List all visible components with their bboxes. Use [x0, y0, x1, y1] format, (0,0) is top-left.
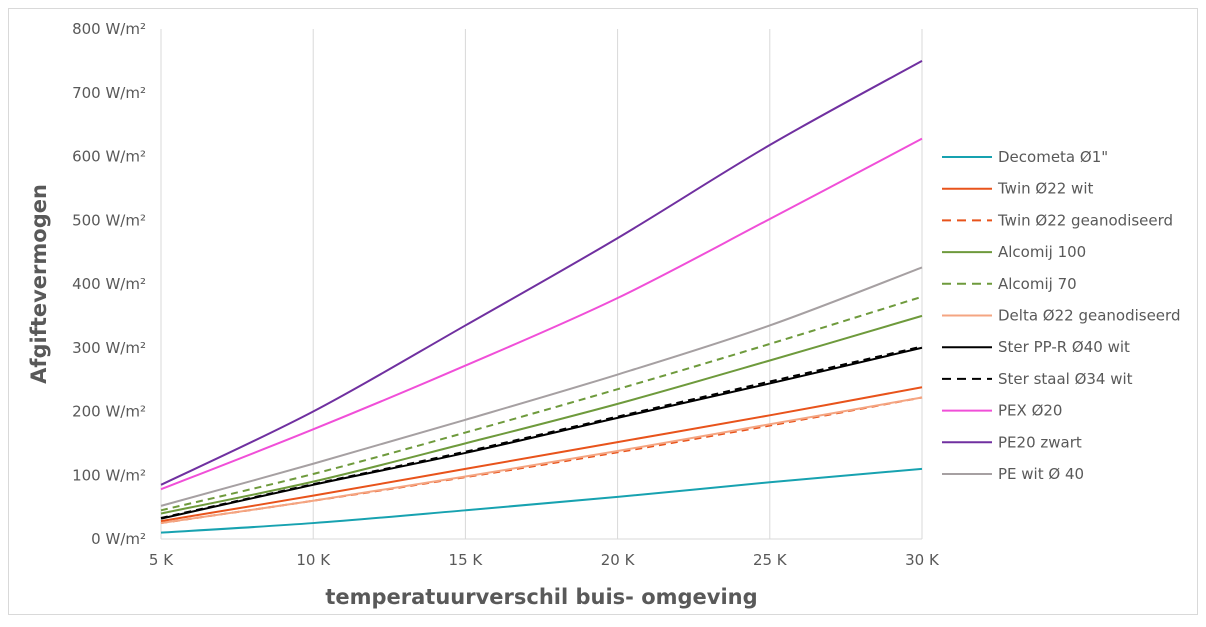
grid-lines [160, 29, 923, 539]
x-tick-label: 10 K [296, 551, 331, 569]
legend-label: Twin Ø22 geanodiseerd [997, 211, 1173, 229]
legend-label: Ster PP-R Ø40 wit [998, 338, 1130, 356]
legend-label: Alcomij 70 [998, 275, 1077, 293]
y-tick-label: 500 W/m² [72, 211, 146, 229]
y-tick-label: 600 W/m² [72, 148, 146, 166]
legend-label: Decometa Ø1" [998, 148, 1108, 166]
legend-label: PE wit Ø 40 [998, 465, 1084, 483]
y-tick-label: 0 W/m² [91, 530, 146, 548]
legend-label: PE20 zwart [998, 433, 1082, 451]
x-tick-label: 30 K [905, 551, 940, 569]
y-tick-label: 800 W/m² [72, 20, 146, 38]
y-tick-label: 300 W/m² [72, 339, 146, 357]
legend: Decometa Ø1" Twin Ø22 wit Twin Ø22 geanodi… [942, 148, 1180, 483]
y-axis-title: Afgiftevermogen [27, 184, 51, 384]
legend-label: PEX Ø20 [998, 402, 1062, 420]
series-line [160, 386, 923, 523]
y-tick-label: 700 W/m² [72, 84, 146, 102]
series-line [160, 396, 923, 525]
series-line [160, 314, 923, 515]
series-line [160, 266, 923, 507]
x-tick-label: 5 K [149, 551, 174, 569]
legend-label: Delta Ø22 geanodiseerd [998, 307, 1180, 325]
series-line [160, 137, 923, 491]
y-tick-label: 100 W/m² [72, 466, 146, 484]
series-lines [160, 59, 923, 534]
x-tick-label: 25 K [753, 551, 788, 569]
chart-frame [8, 8, 1198, 615]
legend-label: Ster staal Ø34 wit [998, 370, 1133, 388]
legend-label: Alcomij 100 [998, 243, 1086, 261]
x-axis-title: temperatuurverschil buis- omgeving [325, 585, 757, 609]
series-line [160, 295, 923, 512]
series-line [160, 467, 923, 534]
series-line [160, 59, 923, 486]
y-tick-label: 200 W/m² [72, 403, 146, 421]
x-tick-label: 20 K [601, 551, 636, 569]
x-tick-label: 15 K [449, 551, 484, 569]
series-line [160, 345, 923, 519]
axes: 5 K 10 K 15 K 20 K 25 K 30 K 0 W/m² 100 W/m² 200… [72, 20, 940, 569]
y-tick-label: 400 W/m² [72, 275, 146, 293]
legend-label: Twin Ø22 wit [997, 180, 1093, 198]
